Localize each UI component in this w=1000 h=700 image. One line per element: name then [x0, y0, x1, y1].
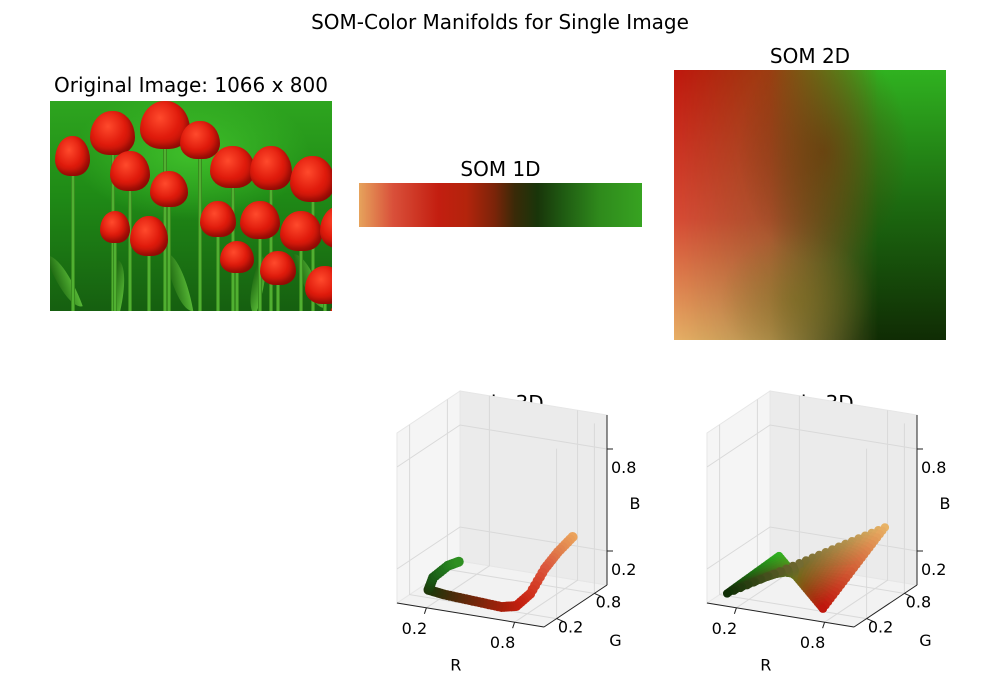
g-tick — [556, 618, 564, 623]
g-axis-label: G — [919, 631, 931, 650]
b-axis-label: B — [630, 494, 641, 513]
tulip-flower — [220, 241, 254, 273]
som1d-color-strip — [359, 183, 642, 227]
r-tick — [423, 607, 427, 614]
grid-line-b — [706, 424, 918, 468]
som2d-color-map — [674, 70, 946, 340]
tulip-flower — [250, 146, 292, 190]
original-image-title: Original Image: 1066 x 800 — [54, 73, 328, 97]
b-tick-label: 0.2 — [611, 560, 636, 579]
tulip-stem — [310, 198, 315, 311]
r-axis-line — [396, 602, 545, 628]
g-axis-line — [853, 584, 918, 628]
tulip-flower — [260, 251, 296, 285]
r-tick-label: 0.2 — [712, 619, 737, 638]
r-axis-label: R — [450, 656, 461, 675]
tulip-flower — [200, 201, 236, 237]
tulip-photo — [50, 101, 332, 311]
tulip-stem — [323, 300, 327, 311]
grid-line-g — [446, 399, 595, 594]
g-tick-label: 0.8 — [906, 592, 931, 611]
tulip-stem — [147, 252, 151, 311]
b-tick-label: 0.2 — [921, 560, 946, 579]
tulip-stem — [269, 186, 273, 311]
tulip-stem — [198, 155, 202, 311]
tulip-flower — [90, 111, 135, 155]
tulip-flower — [305, 266, 332, 304]
figure-title: SOM-Color Manifolds for Single Image — [311, 10, 689, 34]
tulip-flower — [55, 136, 90, 176]
som1d-point — [453, 556, 464, 567]
grid-line-r — [824, 410, 889, 623]
tulip-stem — [128, 187, 132, 311]
tulip-stem — [70, 172, 75, 311]
b-tick-label: 0.8 — [921, 458, 946, 477]
g-tick-label: 0.2 — [868, 618, 893, 637]
som2d-point — [722, 589, 732, 598]
r-tick-label: 0.8 — [490, 633, 515, 652]
tulip-flower — [210, 146, 255, 188]
tulip-flower — [240, 201, 280, 239]
b-tick-label: 0.8 — [611, 458, 636, 477]
som1d-title: SOM 1D — [460, 157, 541, 181]
tulip-flower — [320, 206, 332, 248]
som2d-point — [818, 604, 828, 613]
tulip-flower — [290, 156, 332, 202]
tulip-flower — [130, 216, 168, 256]
tulip-stem — [299, 247, 303, 311]
g-tick — [594, 592, 602, 597]
r-tick — [733, 607, 737, 614]
grid-line-b — [396, 526, 608, 570]
grid-line-r — [514, 410, 579, 623]
g-tick-label: 0.8 — [596, 592, 621, 611]
r-axis-label: R — [760, 656, 771, 675]
r-axis-line — [706, 602, 855, 628]
tulip-flower — [100, 211, 130, 243]
tulip-flower — [180, 121, 220, 159]
g-axis-line — [543, 584, 608, 628]
tulip-stem — [216, 233, 220, 311]
som2d-title: SOM 2D — [769, 44, 851, 68]
tulip-stem — [167, 203, 171, 311]
tulip-flower — [110, 151, 150, 191]
tulip-stem — [276, 281, 280, 311]
tulip-stem — [113, 239, 117, 311]
grid-line-b — [396, 424, 608, 468]
g-tick — [866, 618, 874, 623]
b-axis-label: B — [940, 494, 951, 513]
som2d-point — [795, 559, 804, 568]
r-tick-label: 0.2 — [402, 619, 427, 638]
r-tick-label: 0.8 — [800, 633, 825, 652]
tulip-flower — [280, 211, 322, 251]
g-tick-label: 0.2 — [558, 618, 583, 637]
tulip-flower — [150, 171, 188, 207]
r-tick — [822, 622, 826, 629]
r-tick — [512, 622, 516, 629]
g-tick — [904, 592, 912, 597]
g-axis-label: G — [609, 631, 621, 650]
tulip-stem — [235, 269, 239, 311]
